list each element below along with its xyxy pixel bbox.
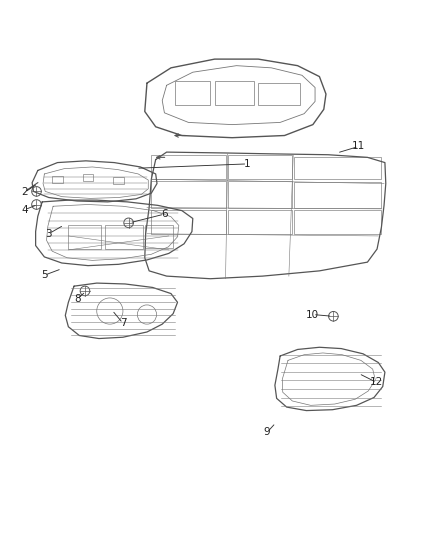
Bar <box>294 157 381 179</box>
Text: 6: 6 <box>161 209 168 219</box>
Bar <box>145 225 173 248</box>
Text: 11: 11 <box>352 141 365 151</box>
Bar <box>228 181 292 207</box>
Text: 3: 3 <box>46 229 52 239</box>
Text: 9: 9 <box>264 427 270 438</box>
Text: 5: 5 <box>41 270 48 280</box>
Text: 4: 4 <box>21 205 28 215</box>
Bar <box>228 155 292 179</box>
Text: 2: 2 <box>21 187 28 197</box>
Text: 10: 10 <box>306 310 319 319</box>
Bar <box>151 181 226 207</box>
Bar <box>294 210 381 234</box>
Text: 8: 8 <box>74 294 81 304</box>
Bar <box>52 176 63 183</box>
Bar <box>175 81 210 105</box>
Bar <box>215 81 254 105</box>
Bar <box>113 176 124 183</box>
Bar <box>83 174 93 181</box>
Text: 7: 7 <box>120 318 126 328</box>
Bar <box>294 182 381 207</box>
Bar <box>258 83 300 105</box>
Bar <box>228 210 292 234</box>
Text: 12: 12 <box>370 377 383 387</box>
Text: 1: 1 <box>244 159 251 169</box>
Bar <box>151 210 226 234</box>
Bar <box>106 225 143 249</box>
Bar <box>68 225 101 249</box>
Bar <box>151 155 226 179</box>
